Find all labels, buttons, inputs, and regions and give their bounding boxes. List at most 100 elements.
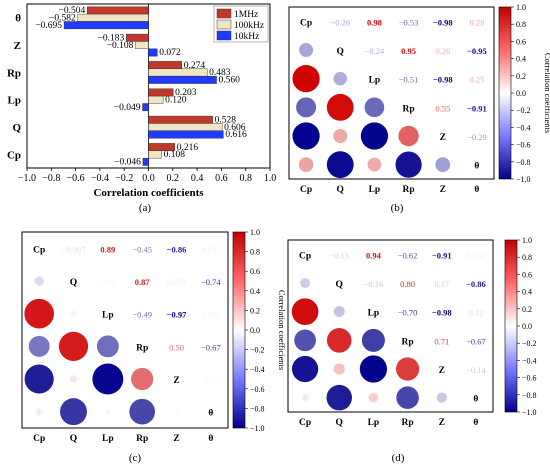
correlation-value: −0.95 <box>467 46 487 56</box>
correlation-circle <box>34 276 44 286</box>
correlation-value: −0.91 <box>467 103 487 113</box>
x-tick-label: −0.2 <box>115 173 133 184</box>
legend-label: 100kHz <box>234 21 264 31</box>
correlation-circle <box>105 409 111 415</box>
colorbar <box>504 239 518 413</box>
bar <box>87 6 149 15</box>
bar-value-label: 0.483 <box>209 68 231 78</box>
bar <box>142 103 149 112</box>
correlation-value: −0.62 <box>398 250 418 260</box>
bar <box>148 75 217 84</box>
bar-value-label: −0.695 <box>35 21 62 31</box>
correlation-circle <box>292 65 320 93</box>
correlation-circle <box>326 93 354 121</box>
correlation-value: 0.059 <box>167 277 186 287</box>
diagonal-label: Rp <box>402 337 414 347</box>
correlation-circle <box>296 97 317 118</box>
legend-swatch <box>216 8 232 19</box>
correlation-circle <box>395 357 420 381</box>
legend-label: 10kHz <box>234 32 259 42</box>
bar <box>148 68 208 77</box>
correlation-circle <box>368 392 379 403</box>
colorbar-tick-label: 0.6 <box>250 267 260 276</box>
colorbar <box>498 6 512 180</box>
correlation-value: −0.087 <box>62 244 86 254</box>
colorbar-tick-label: 1.0 <box>522 236 532 245</box>
bar-value-label: 0.216 <box>177 143 199 153</box>
x-tick-label: −0.4 <box>91 173 109 184</box>
x-axis-tick-label: θ <box>474 185 479 195</box>
colorbar-tick-label: −0.6 <box>516 141 531 150</box>
bar <box>63 21 149 30</box>
correlation-circle <box>360 122 389 150</box>
colorbar-tick-label: 0.8 <box>516 20 526 29</box>
correlation-circle <box>24 364 54 394</box>
bar-value-label: 0.203 <box>175 88 197 98</box>
colorbar-tick-label: 0.6 <box>522 270 532 279</box>
matrix-frame <box>287 239 494 413</box>
bar-value-label: 0.072 <box>159 48 181 58</box>
colorbar-label: Correlation coefficients <box>543 53 550 133</box>
diagonal-label: θ <box>208 409 213 419</box>
correlation-value: 0.26 <box>435 46 450 56</box>
colorbar-tick-label: −0.8 <box>250 404 265 413</box>
x-tick-label: −0.6 <box>67 173 85 184</box>
bar <box>148 123 223 132</box>
x-axis-tick-label: Cp <box>299 418 311 428</box>
x-tick-label: −0.8 <box>42 173 60 184</box>
x-axis-tick-label: Cp <box>33 434 45 444</box>
x-axis-label: Correlation coefficients <box>93 187 204 199</box>
correlation-circle <box>129 398 156 425</box>
diagonal-label: Lp <box>368 309 380 319</box>
diagonal-label: Lp <box>369 76 381 86</box>
correlation-value: 0.12 <box>468 308 483 318</box>
panel-a-bar-chart: θ −0.504−0.582−0.695 Z −0.183−0.108 0.072 Rp 0… <box>7 3 276 199</box>
bar-value-label: −0.582 <box>49 13 76 23</box>
correlation-value: −0.49 <box>132 310 152 320</box>
correlation-circle <box>435 157 451 173</box>
category-label: θ <box>15 13 21 25</box>
legend-swatch <box>216 30 232 41</box>
x-axis-tick-label: Lp <box>369 185 381 195</box>
colorbar-tick-label: −0.2 <box>250 346 265 355</box>
diagonal-label: Z <box>440 133 446 143</box>
bar <box>148 48 158 57</box>
x-axis-tick-label: Z <box>173 434 179 444</box>
correlation-value: 0.87 <box>135 277 151 287</box>
colorbar-tick-label: 0.0 <box>516 89 526 98</box>
colorbar-tick-label: 0.0 <box>522 322 532 331</box>
correlation-circle <box>299 42 314 58</box>
x-axis-tick-label: θ <box>473 418 478 428</box>
x-axis-tick-label: θ <box>208 434 213 444</box>
correlation-circle <box>300 278 311 288</box>
diagonal-label: Rp <box>136 343 148 353</box>
correlation-value: −0.13 <box>329 250 349 260</box>
colorbar-tick-label: 0.4 <box>522 288 532 297</box>
correlation-value: −0.53 <box>399 17 419 27</box>
correlation-value: 0.71 <box>434 336 449 346</box>
correlation-circle <box>326 328 352 353</box>
correlation-circle <box>28 335 50 357</box>
bar-value-label: 0.120 <box>165 95 187 105</box>
correlation-value: −0.011 <box>199 375 223 385</box>
correlation-circle <box>326 384 353 411</box>
diagonal-label: Z <box>173 376 179 386</box>
colorbar-tick-label: −0.6 <box>250 385 265 394</box>
panel-label-b: (b) <box>391 202 404 214</box>
x-tick-label: 0.4 <box>191 173 204 184</box>
colorbar-tick-label: −0.4 <box>250 365 265 374</box>
correlation-value: −0.98 <box>433 75 453 85</box>
bar-value-label: 0.560 <box>219 76 241 86</box>
correlation-value: 0.94 <box>366 250 382 260</box>
panel-label-d: (d) <box>392 452 405 464</box>
panel-b-correlogram: Cp −0.26 0.98 −0.53 −0.98 0.28 Q −0.24 0.95 0.26 −… <box>288 3 550 195</box>
category-label: Lp <box>8 95 21 107</box>
colorbar-tick-label: 0.6 <box>516 37 526 46</box>
x-axis-tick-label: Cp <box>300 185 312 195</box>
x-tick-label: 0.2 <box>167 173 180 184</box>
diagonal-label: Rp <box>403 104 415 114</box>
colorbar-tick-label: 1.0 <box>250 228 260 237</box>
colorbar-tick-label: 1.0 <box>516 3 526 12</box>
colorbar-tick-label: −1.0 <box>250 424 265 433</box>
correlation-value: 0.032 <box>98 277 117 287</box>
